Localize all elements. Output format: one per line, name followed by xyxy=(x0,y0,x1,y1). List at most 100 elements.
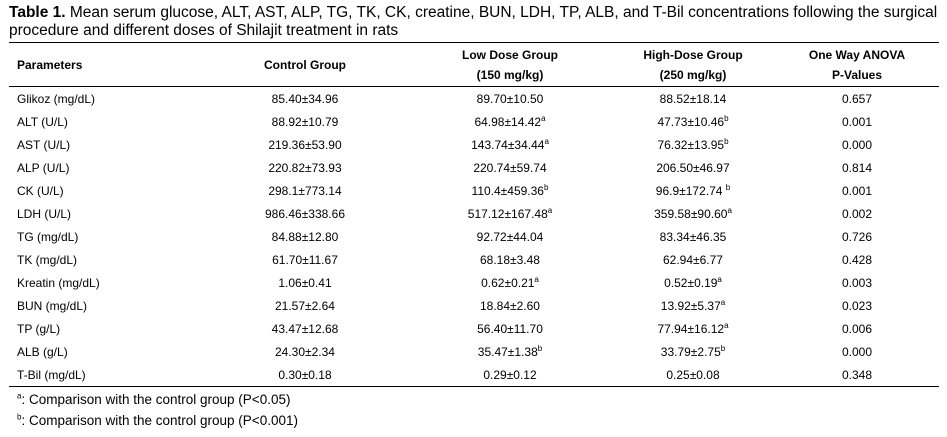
row-low-dose-value-value: 220.74±59.74 xyxy=(473,161,547,175)
row-parameter-value: ALT (U/L) xyxy=(17,115,68,129)
table-caption: Table 1. Mean serum glucose, ALT, AST, A… xyxy=(9,4,939,40)
header-anova-title: One Way ANOVA xyxy=(808,48,906,62)
row-p-value-value: 0.002 xyxy=(841,207,873,221)
row-parameter: TK (mg/dL) xyxy=(17,253,77,267)
row-control-value-value: 219.36±53.90 xyxy=(268,138,342,152)
row-parameter-value: TG (mg/dL) xyxy=(17,230,79,244)
row-high-dose-value: 96.9±172.74 b xyxy=(613,183,773,199)
footnote-a-mark: a xyxy=(17,391,22,401)
row-control-value-value: 85.40±34.96 xyxy=(271,92,339,106)
row-low-dose-value-value: 0.29±0.12 xyxy=(483,368,537,382)
row-p-value: 0.726 xyxy=(792,230,922,244)
row-low-dose-value: 56.40±11.70 xyxy=(430,322,590,336)
row-parameter-value: ALP (U/L) xyxy=(17,161,70,175)
row-low-dose-value: 220.74±59.74 xyxy=(430,161,590,175)
row-p-value-value: 0.657 xyxy=(841,92,873,106)
row-high-dose-value: 62.94±6.77 xyxy=(613,253,773,267)
row-control-value: 1.06±0.41 xyxy=(225,276,385,290)
table-header-rule xyxy=(9,86,939,87)
header-low-dose-title: Low Dose Group xyxy=(462,48,558,62)
row-p-value: 0.428 xyxy=(792,253,922,267)
row-low-dose-value: 0.29±0.12 xyxy=(430,368,590,382)
row-p-value: 0.814 xyxy=(792,161,922,175)
row-low-dose-value: 110.4±459.36b xyxy=(430,184,590,199)
row-parameter: AST (U/L) xyxy=(17,138,70,152)
row-high-dose-value-value: 0.25±0.08 xyxy=(666,368,720,382)
footnote-b-text: : Comparison with the control group (P<0… xyxy=(21,413,298,428)
row-low-dose-value-superscript: a xyxy=(541,114,546,123)
row-low-dose-value-superscript: b xyxy=(537,344,543,353)
row-high-dose-value: 83.34±46.35 xyxy=(613,230,773,244)
row-parameter-value: CK (U/L) xyxy=(17,184,64,198)
row-control-value-value: 986.46±338.66 xyxy=(265,207,345,221)
row-low-dose-value-superscript: a xyxy=(534,275,539,284)
header-control-group: Control Group xyxy=(264,58,346,72)
footnote-b-mark: b xyxy=(17,412,22,422)
row-control-value: 61.70±11.67 xyxy=(225,253,385,267)
row-parameter: ALB (g/L) xyxy=(17,345,68,359)
header-high-dose-dose: (250 mg/kg) xyxy=(659,68,727,82)
row-control-value: 24.30±2.34 xyxy=(225,345,385,359)
row-high-dose-value-value: 96.9±172.74 xyxy=(655,184,726,198)
row-control-value-value: 43.47±12.68 xyxy=(271,322,339,336)
row-low-dose-value: 18.84±2.60 xyxy=(430,299,590,313)
row-high-dose-value-value: 33.79±2.75 xyxy=(660,345,721,359)
row-high-dose-value-value: 47.73±10.46 xyxy=(657,115,725,129)
row-high-dose-value-superscript: b xyxy=(720,344,726,353)
footnote-b: b: Comparison with the control group (P<… xyxy=(17,413,298,429)
row-parameter-value: BUN (mg/dL) xyxy=(17,299,88,313)
row-parameter: LDH (U/L) xyxy=(17,207,71,221)
table-top-rule xyxy=(9,42,939,43)
row-high-dose-value: 13.92±5.37a xyxy=(613,299,773,314)
row-low-dose-value-value: 68.18±3.48 xyxy=(480,253,540,267)
row-high-dose-value-superscript: b xyxy=(724,114,729,123)
row-high-dose-value-superscript: a xyxy=(724,321,729,330)
row-high-dose-value-superscript: b xyxy=(725,183,731,192)
row-high-dose-value-value: 359.58±90.60 xyxy=(654,207,728,221)
row-p-value: 0.023 xyxy=(792,299,922,313)
row-low-dose-value: 64.98±14.42a xyxy=(430,114,590,130)
row-low-dose-value-value: 92.72±44.04 xyxy=(476,230,544,244)
header-high-dose-title: High-Dose Group xyxy=(643,48,743,62)
row-p-value: 0.001 xyxy=(792,184,922,198)
row-high-dose-value-value: 206.50±46.97 xyxy=(656,161,730,175)
caption-text: Mean serum glucose, ALT, AST, ALP, TG, T… xyxy=(9,4,938,39)
row-low-dose-value: 92.72±44.04 xyxy=(430,230,590,244)
row-low-dose-value-superscript: a xyxy=(544,137,549,146)
row-low-dose-value: 517.12±167.48a xyxy=(430,207,590,222)
header-parameters: Parameters xyxy=(17,58,83,72)
footnote-a-text: : Comparison with the control group (P<0… xyxy=(21,392,291,407)
row-p-value-value: 0.001 xyxy=(841,115,873,129)
row-parameter-value: TP (g/L) xyxy=(17,322,61,336)
row-p-value: 0.002 xyxy=(792,207,922,221)
row-parameter-value: AST (U/L) xyxy=(17,138,71,152)
row-control-value: 0.30±0.18 xyxy=(225,368,385,382)
row-p-value: 0.657 xyxy=(792,92,922,106)
row-parameter-value: T-Bil (mg/dL) xyxy=(17,368,86,382)
row-control-value: 84.88±12.80 xyxy=(225,230,385,244)
footnote-a: a: Comparison with the control group (P<… xyxy=(17,392,290,408)
row-control-value: 298.1±773.14 xyxy=(225,184,385,198)
header-anova-pvalues: P-Values xyxy=(831,68,883,82)
row-parameter: CK (U/L) xyxy=(17,184,64,198)
row-low-dose-value-value: 0.62±0.21 xyxy=(481,276,535,290)
row-control-value: 219.36±53.90 xyxy=(225,138,385,152)
table-bottom-rule xyxy=(9,386,939,387)
row-control-value-value: 88.92±10.79 xyxy=(271,115,339,129)
row-low-dose-value: 0.62±0.21a xyxy=(430,275,590,291)
row-high-dose-value: 33.79±2.75b xyxy=(613,344,773,360)
row-control-value: 88.92±10.79 xyxy=(225,115,385,129)
row-control-value: 43.47±12.68 xyxy=(225,322,385,336)
row-low-dose-value: 68.18±3.48 xyxy=(430,253,590,267)
row-control-value: 85.40±34.96 xyxy=(225,92,385,106)
header-low-dose-dose: (150 mg/kg) xyxy=(476,68,544,82)
row-high-dose-value-value: 77.94±16.12 xyxy=(657,322,725,336)
row-parameter: BUN (mg/dL) xyxy=(17,299,87,313)
row-parameter-value: ALB (g/L) xyxy=(17,345,68,359)
row-low-dose-value-value: 18.84±2.60 xyxy=(480,299,540,313)
caption-label: Table 1. xyxy=(9,4,66,21)
row-control-value-value: 0.30±0.18 xyxy=(278,368,332,382)
row-parameter: Glikoz (mg/dL) xyxy=(17,92,95,106)
row-low-dose-value-value: 35.47±1.38 xyxy=(477,345,538,359)
row-control-value: 220.82±73.93 xyxy=(225,161,385,175)
